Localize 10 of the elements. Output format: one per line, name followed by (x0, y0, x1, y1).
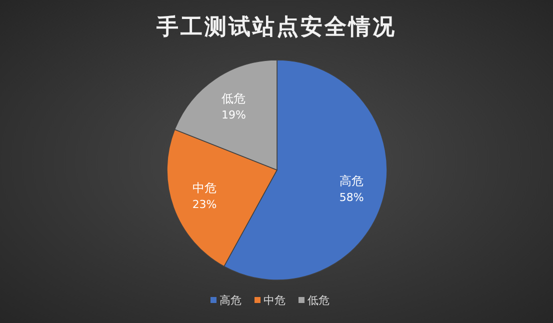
slice-label: 中危 (192, 181, 217, 196)
data-label: 58% (339, 191, 364, 204)
chart-title: 手工测试站点安全情况 (156, 14, 396, 40)
data-label: 23% (192, 198, 217, 212)
data-label: 19% (221, 108, 246, 122)
slice-label: 高危 (220, 294, 242, 307)
legend-label: 低危 (308, 294, 330, 307)
slice-label: 低危 (222, 91, 246, 106)
legend-label: 中危 (264, 294, 286, 307)
slice-label: 高危 (340, 174, 364, 188)
